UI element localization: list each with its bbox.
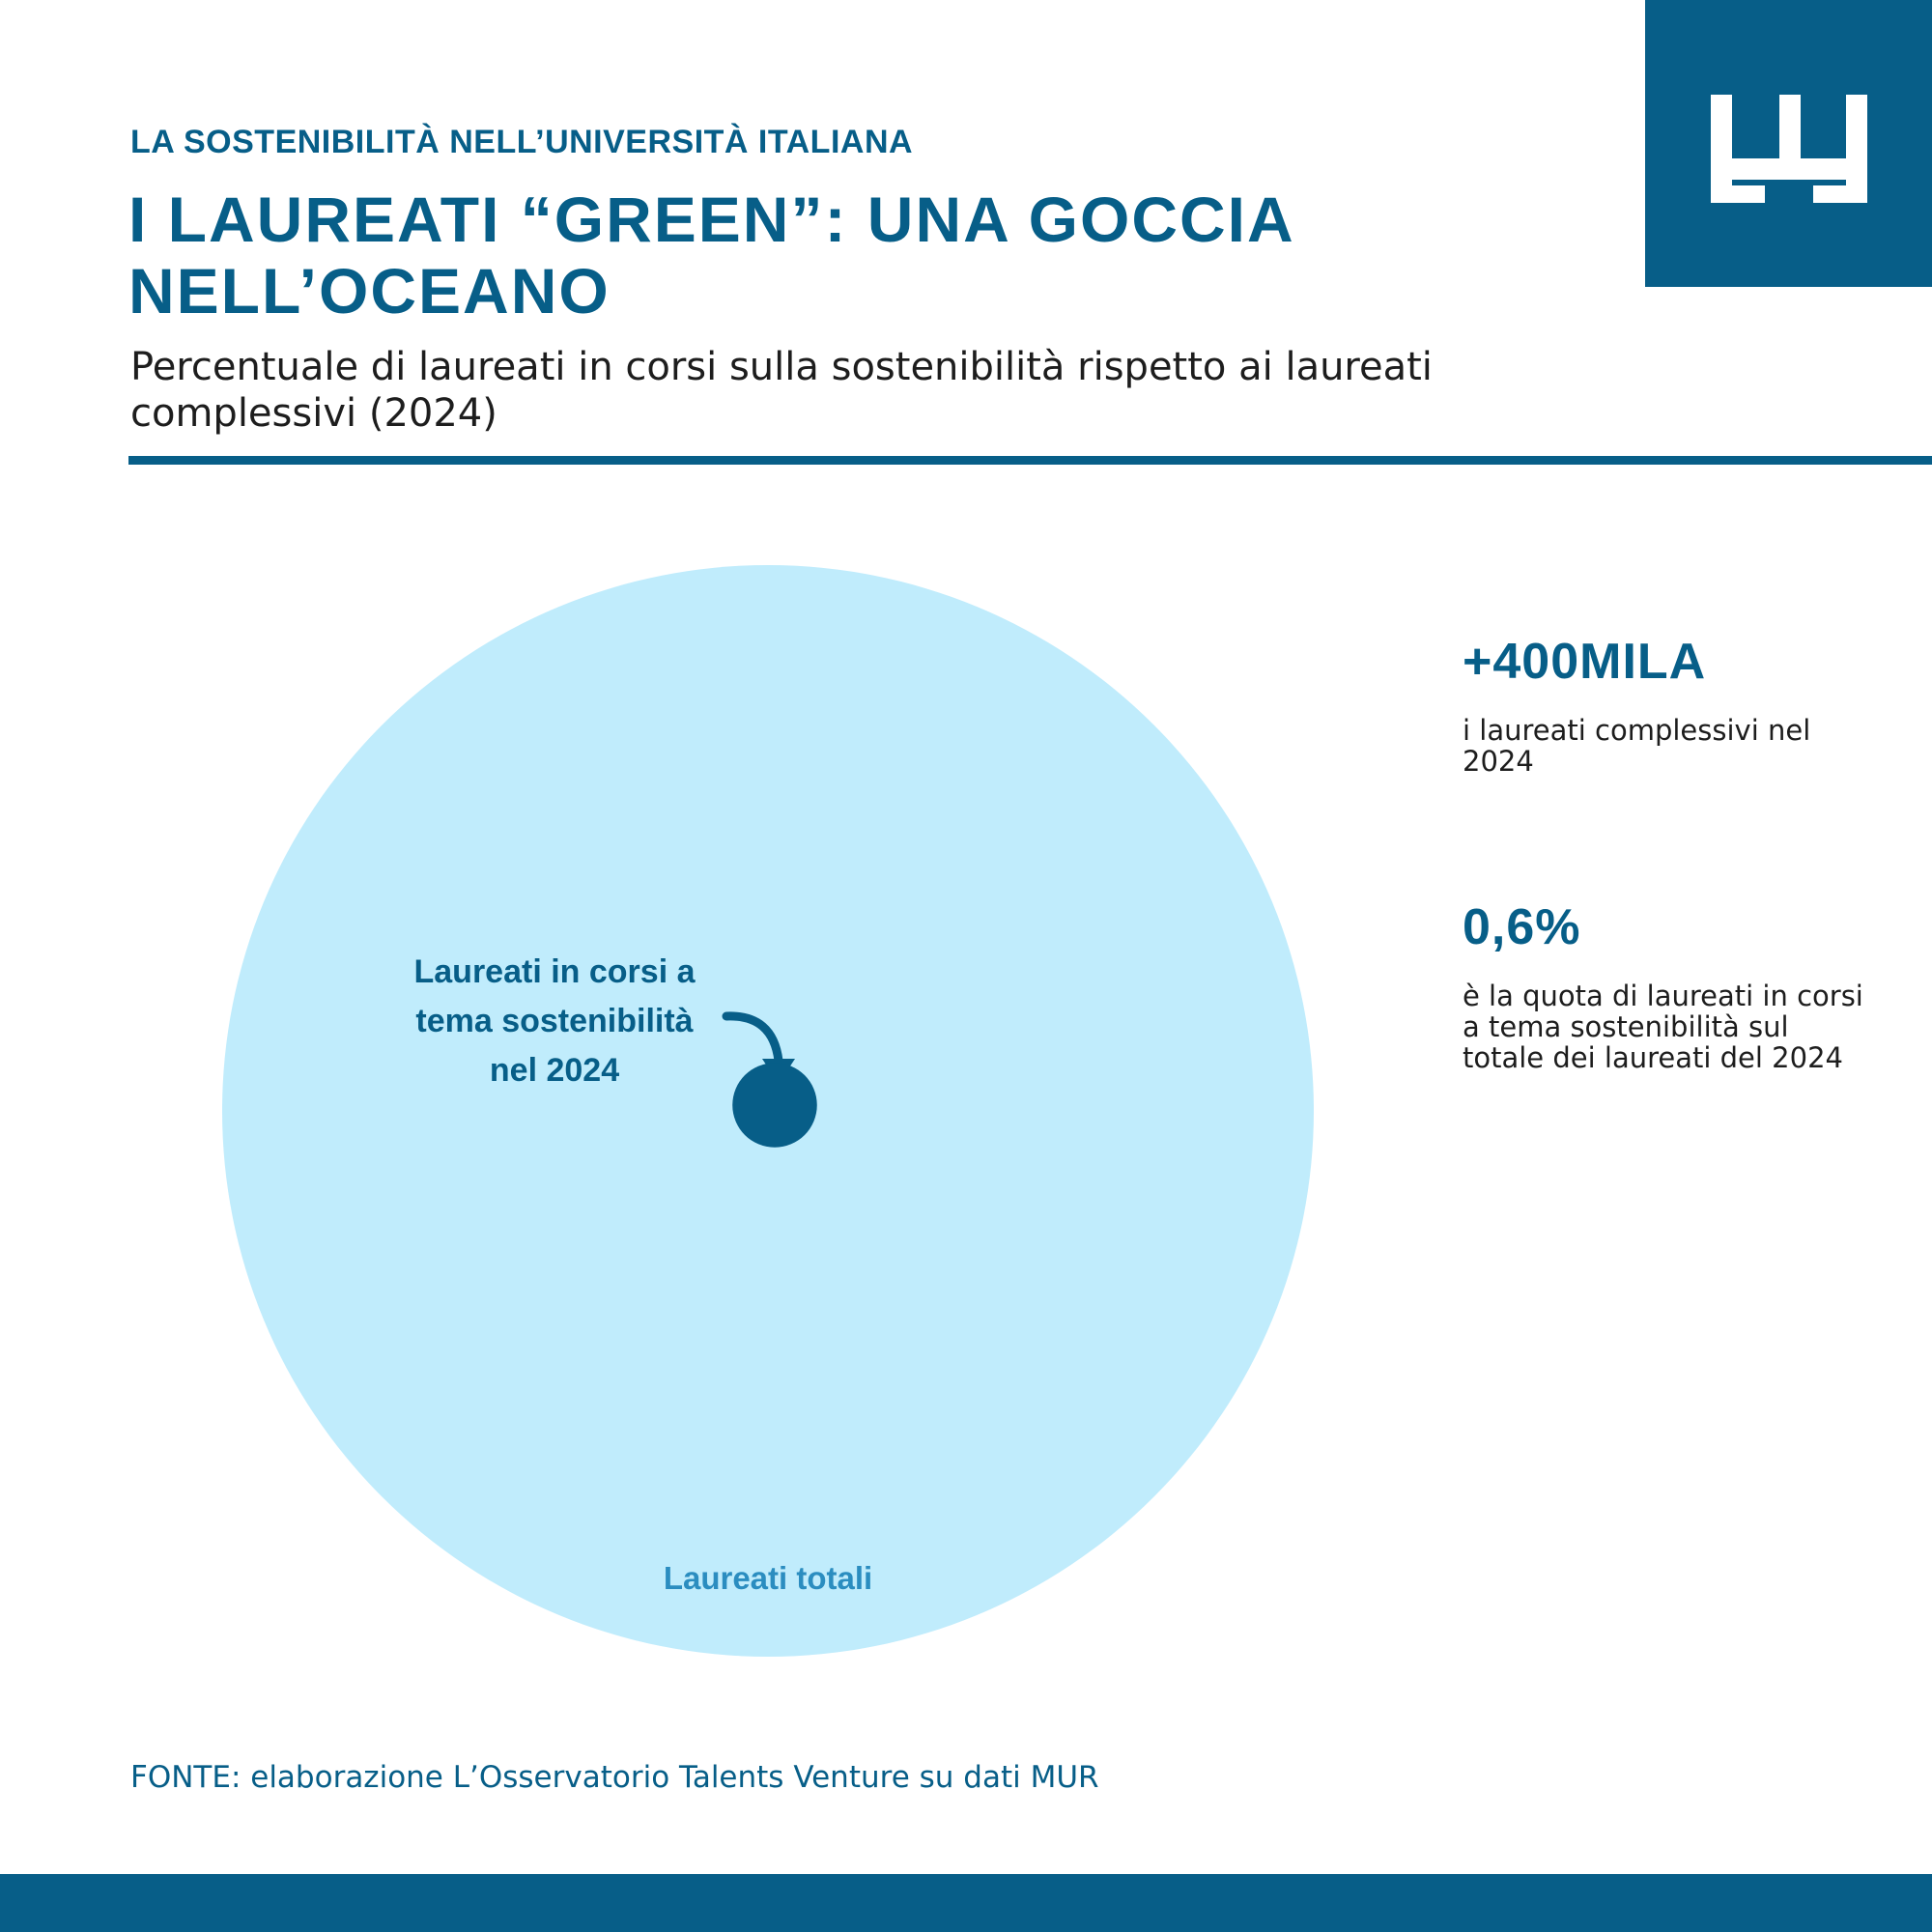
brand-logo <box>1645 0 1932 287</box>
inner-label-line: tema sostenibilità <box>415 1003 693 1039</box>
crown-logo-icon <box>1711 95 1867 203</box>
pointer-arrow-icon <box>722 1011 783 1065</box>
total-graduates-label: Laureati totali <box>664 1560 872 1596</box>
inner-label-line: Laureati in corsi a <box>414 953 696 990</box>
green-graduates-circle <box>732 1063 817 1148</box>
stat-share-value: 0,6% <box>1463 899 1581 955</box>
stat-total-value: +400MILA <box>1463 634 1707 690</box>
page-subtitle: Percentuale di laureati in corsi sulla s… <box>130 345 1433 436</box>
header-divider <box>128 456 1932 465</box>
source-note: FONTE: elaborazione L’Osservatorio Talen… <box>130 1760 1099 1795</box>
footer-bar <box>0 1874 1932 1932</box>
stat-total-description: i laureati complessivi nel 2024 <box>1463 714 1811 778</box>
kicker-heading: LA SOSTENIBILITÀ NELL’UNIVERSITÀ ITALIAN… <box>130 124 914 160</box>
inner-label-line: nel 2024 <box>490 1052 619 1089</box>
stat-share-description: è la quota di laureati in corsi a tema s… <box>1463 980 1863 1074</box>
page-title: I LAUREATI “GREEN”: UNA GOCCIA NELL’OCEA… <box>128 184 1293 327</box>
